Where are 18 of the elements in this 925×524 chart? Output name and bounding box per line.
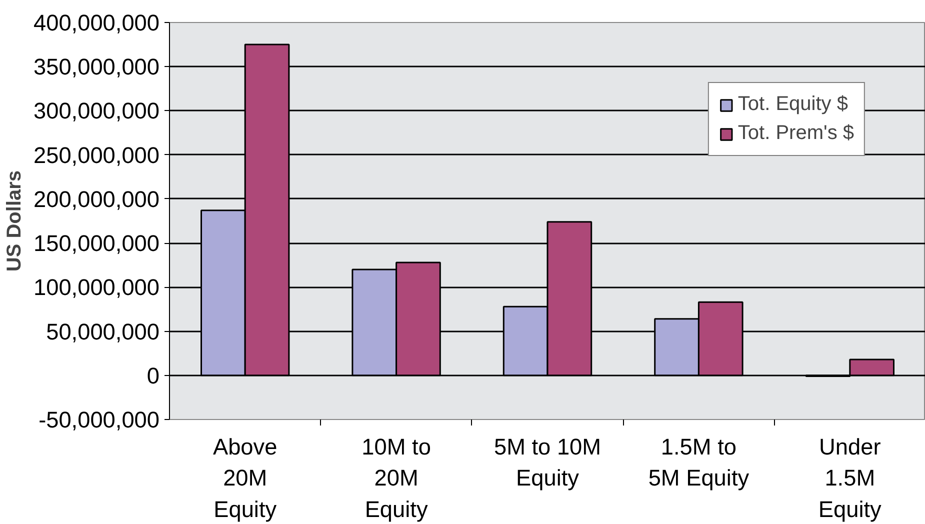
y-tick-label: 300,000,000 — [34, 98, 160, 124]
x-tick-label: Under 1.5M Equity — [818, 434, 882, 522]
x-tick-label: 5M to 10M Equity — [494, 434, 602, 491]
legend-label: Tot. Equity $ — [738, 93, 848, 116]
y-tick-label: 400,000,000 — [34, 10, 160, 36]
x-tick-label: Above 20M Equity — [212, 434, 278, 522]
y-tick-label: 350,000,000 — [34, 54, 160, 80]
legend-label: Tot. Prem's $ — [738, 122, 854, 145]
y-tick-label: 200,000,000 — [34, 186, 160, 212]
y-tick-label: -50,000,000 — [38, 406, 160, 432]
y-tick-label: 50,000,000 — [46, 318, 160, 344]
y-tick-label: 100,000,000 — [34, 274, 160, 300]
y-tick-label: 150,000,000 — [34, 230, 160, 256]
y-tick-label: 250,000,000 — [34, 142, 160, 168]
y-tick-label: 0 — [146, 362, 160, 388]
x-tick-label: 1.5M to 5M Equity — [648, 434, 750, 491]
x-tick-label: 10M to 20M Equity — [362, 434, 431, 522]
y-axis-title: US Dollars — [4, 170, 26, 272]
